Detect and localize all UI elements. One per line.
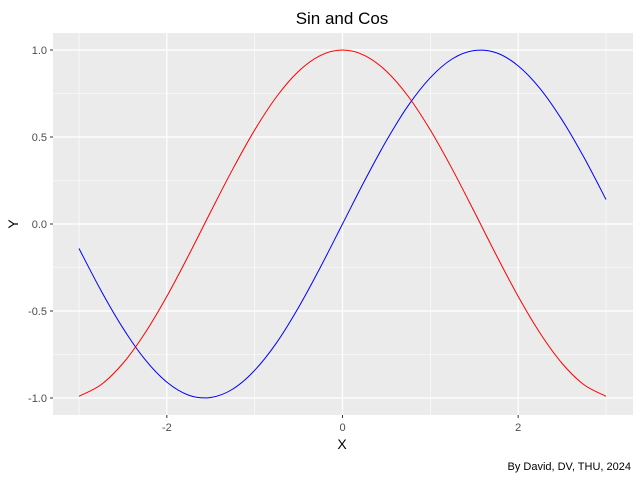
- y-tick-label: -1.0: [28, 393, 47, 405]
- axis-ticks: -2 0 2 -1.0 -0.5 0.0 0.5 1.0: [28, 45, 521, 434]
- y-tick-label: 0.5: [32, 132, 47, 144]
- chart-caption: By David, DV, THU, 2024: [507, 461, 631, 473]
- y-tick-label: 0.0: [32, 219, 47, 231]
- y-axis-title: Y: [5, 219, 21, 229]
- y-tick-label: -0.5: [28, 306, 47, 318]
- series-line-0: [78, 49, 607, 399]
- x-tick-label: -2: [162, 422, 172, 434]
- x-axis-title: X: [337, 436, 347, 452]
- chart-title: Sin and Cos: [296, 9, 389, 28]
- series-line-1: [78, 49, 607, 397]
- x-tick-label: 0: [339, 422, 345, 434]
- series-lines: [78, 49, 607, 399]
- y-tick-label: 1.0: [32, 45, 47, 57]
- x-tick-label: 2: [515, 422, 521, 434]
